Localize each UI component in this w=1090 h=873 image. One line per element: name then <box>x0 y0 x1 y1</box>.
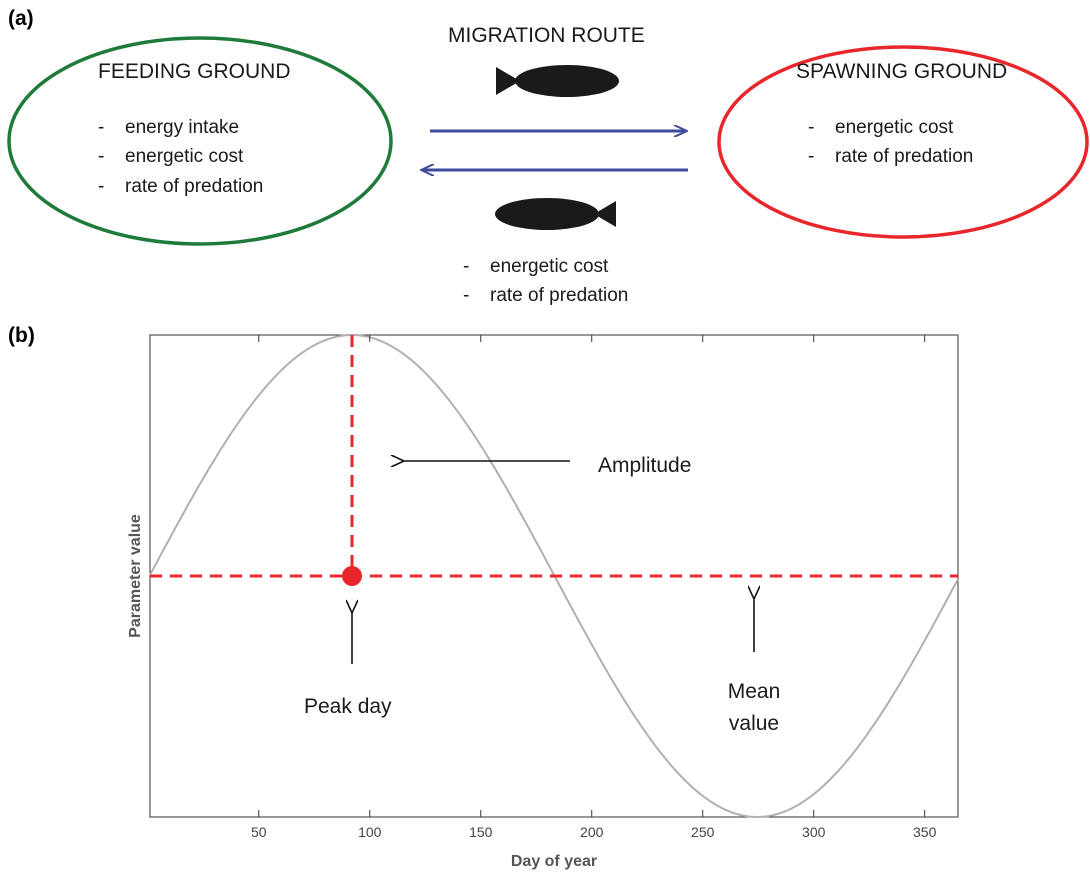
x-tick-label: 250 <box>691 824 715 840</box>
list-item: rate of predation <box>125 176 263 197</box>
feeding-ground-title: FEEDING GROUND <box>98 60 291 83</box>
svg-text:-: - <box>808 146 814 167</box>
fish-icon <box>495 198 616 230</box>
svg-text:-: - <box>98 176 104 197</box>
panel-b-label: (b) <box>8 324 35 347</box>
x-tick-label: 200 <box>580 824 604 840</box>
list-item: energetic cost <box>490 256 609 277</box>
list-item: rate of predation <box>835 146 973 167</box>
migration-route-title: MIGRATION ROUTE <box>448 24 645 47</box>
list-item: energy intake <box>125 117 239 138</box>
amplitude-label: Amplitude <box>598 454 691 477</box>
mean-value-label-line1: Mean <box>728 680 781 703</box>
x-tick-label: 100 <box>358 824 382 840</box>
list-item: rate of predation <box>490 285 628 306</box>
list-item: energetic cost <box>835 117 954 138</box>
migration-route-list: - energetic cost - rate of predation <box>463 256 628 306</box>
svg-text:-: - <box>98 146 104 167</box>
svg-text:-: - <box>98 117 104 138</box>
y-axis-label: Parameter value <box>127 514 144 638</box>
panel-a-label: (a) <box>8 7 34 30</box>
spawning-ground-ellipse <box>717 45 1089 239</box>
spawning-ground-list: - energetic cost - rate of predation <box>808 117 973 167</box>
peak-day-label: Peak day <box>304 695 392 718</box>
spawning-ground-title: SPAWNING GROUND <box>796 60 1007 83</box>
seasonal-chart: 50 100 150 200 250 300 350 Day of year Paramet… <box>127 334 959 870</box>
feeding-ground-list: - energy intake - energetic cost - rate … <box>98 117 263 197</box>
mean-value-label-line2: value <box>729 712 779 735</box>
x-tick-label: 50 <box>251 824 267 840</box>
x-tick-label: 300 <box>802 824 826 840</box>
svg-text:-: - <box>808 117 814 138</box>
x-axis-label: Day of year <box>511 853 597 870</box>
peak-day-marker <box>342 566 362 586</box>
x-tick-label: 350 <box>913 824 937 840</box>
svg-text:-: - <box>463 256 469 277</box>
fish-icon <box>496 65 619 97</box>
feeding-ground-ellipse <box>7 36 393 246</box>
list-item: energetic cost <box>125 146 244 167</box>
svg-text:-: - <box>463 285 469 306</box>
x-axis-ticks: 50 100 150 200 250 300 350 <box>251 335 937 840</box>
x-tick-label: 150 <box>469 824 493 840</box>
